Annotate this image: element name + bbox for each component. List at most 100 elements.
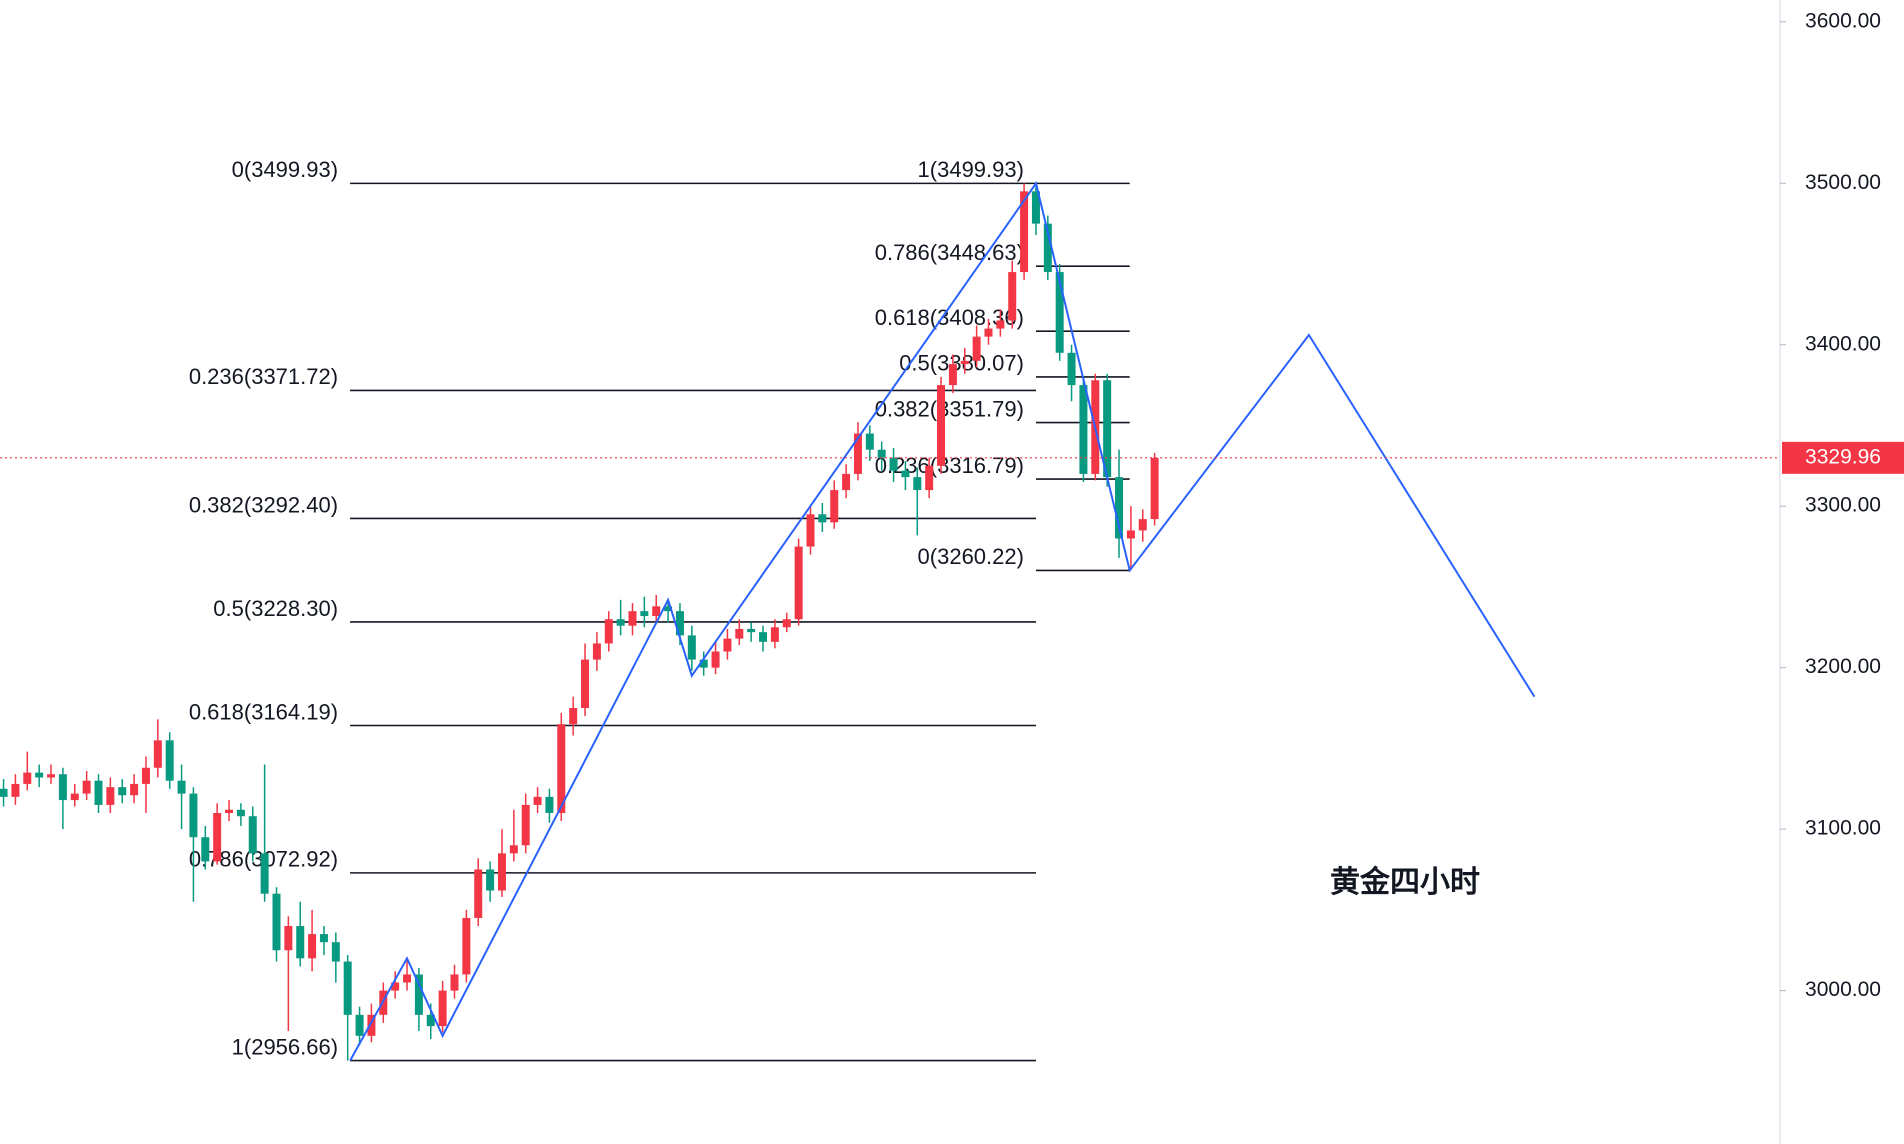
candle-body (23, 772, 32, 784)
candle-body (284, 926, 293, 951)
candle-body (1079, 385, 1088, 474)
candle-body (82, 780, 91, 794)
candle-body (367, 1014, 376, 1036)
candle-body (664, 606, 673, 612)
candle-body (569, 708, 578, 725)
candle-body (426, 1014, 435, 1027)
candle-body (391, 982, 400, 991)
candle-body (842, 473, 851, 491)
candle-body (343, 961, 352, 1015)
candle-body (925, 465, 934, 491)
y-tick-label: 3500.00 (1805, 171, 1881, 194)
candle-body (853, 433, 862, 474)
fib-label: 0.382(3292.40) (189, 492, 338, 517)
candle-body (94, 780, 103, 805)
candle-body (308, 934, 317, 959)
candle-body (830, 490, 839, 523)
candle-body (414, 974, 423, 1015)
candle-body (474, 869, 483, 918)
candle-body (1055, 272, 1064, 353)
candle-body (604, 619, 613, 644)
y-tick-label: 3000.00 (1805, 978, 1881, 1001)
candle-body (0, 788, 8, 797)
y-tick-label: 3400.00 (1805, 332, 1881, 355)
candle-body (201, 837, 210, 862)
candle-body (557, 724, 566, 813)
candle-body (913, 477, 922, 491)
candle-body (996, 320, 1005, 329)
candle-body (616, 619, 625, 626)
y-tick-label: 3600.00 (1805, 9, 1881, 32)
fib-label: 0(3260.22) (918, 544, 1024, 569)
candle-body (592, 643, 601, 660)
candle-body (770, 627, 779, 642)
candle-body (1031, 191, 1040, 224)
candle-body (462, 917, 471, 975)
candle-body (319, 934, 328, 943)
candle-body (948, 364, 957, 386)
candle-body (865, 433, 874, 450)
candle-body (687, 635, 696, 660)
candle-body (818, 514, 827, 523)
candle-body (438, 990, 447, 1027)
candle-body (509, 845, 518, 854)
candle-body (331, 942, 340, 962)
candle-body (581, 659, 590, 709)
candle-body (225, 809, 234, 813)
candle-body (545, 796, 554, 813)
candle-body (1103, 380, 1112, 478)
candle-body (213, 812, 222, 862)
annotation: 黄金四小时 (1330, 865, 1480, 899)
candle-body (984, 328, 993, 337)
candle-body (806, 514, 815, 547)
candle-body (521, 804, 530, 846)
candle-body (130, 783, 139, 796)
candle-body (106, 787, 115, 805)
candle-body (1008, 272, 1017, 321)
candle-body (47, 774, 56, 778)
candle-body (747, 628, 756, 633)
candle-body (248, 816, 257, 854)
fib-label: 1(2956.66) (232, 1034, 338, 1059)
candle-body (296, 926, 305, 959)
fib-label: 0.236(3316.79) (875, 453, 1024, 478)
candle-body (759, 632, 768, 642)
candle-body (486, 869, 495, 891)
candle-body (735, 628, 744, 639)
candle-body (901, 470, 910, 478)
last-price-label: 3329.96 (1805, 445, 1881, 468)
candle-body (640, 611, 649, 616)
zigzag-line (349, 181, 1536, 1062)
fib-label: 0.786(3448.63) (875, 240, 1024, 265)
candle-body (153, 740, 162, 768)
candle-body (877, 449, 886, 458)
y-tick-label: 3300.00 (1805, 494, 1881, 517)
candle-body (723, 638, 732, 652)
candle-body (889, 457, 898, 471)
candle-body (1126, 530, 1135, 539)
y-tick-label: 3100.00 (1805, 817, 1881, 840)
fib-label: 0.5(3228.30) (213, 596, 338, 621)
candle-body (711, 651, 720, 668)
y-tick-label: 3200.00 (1805, 655, 1881, 678)
candle-body (35, 772, 44, 778)
candle-body (1043, 223, 1052, 273)
candle-body (1020, 191, 1029, 273)
candle-body (675, 611, 684, 636)
candle-body (58, 774, 67, 801)
candle-body (355, 1014, 364, 1036)
candle-body (628, 611, 637, 626)
candle-body (960, 360, 969, 365)
candle-body (189, 793, 198, 838)
candle-body (272, 893, 281, 951)
candle-body (533, 796, 542, 805)
fib-label: 0.618(3164.19) (189, 699, 338, 724)
candle-body (1067, 352, 1076, 386)
candle-body (652, 606, 661, 616)
candle-body (1138, 519, 1147, 531)
candle-body (260, 853, 269, 894)
candle-body (141, 767, 150, 784)
candle-body (794, 546, 803, 620)
fib-label: 1(3499.93) (918, 157, 1024, 182)
